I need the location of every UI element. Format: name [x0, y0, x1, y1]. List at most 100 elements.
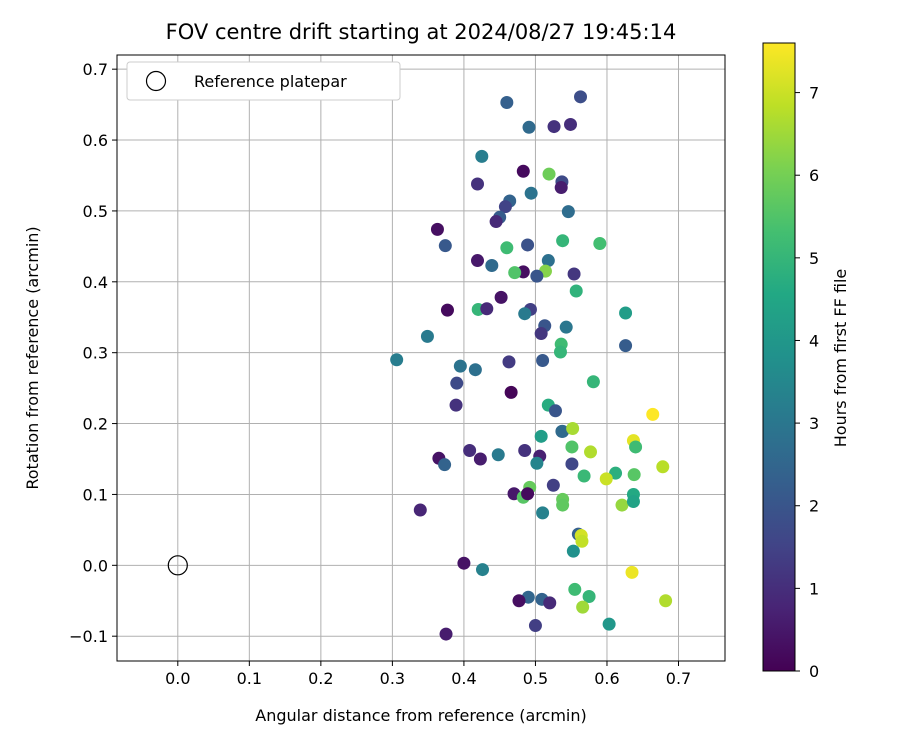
data-point [450, 376, 464, 390]
colorbar-tick-label: 1 [809, 579, 819, 598]
x-tick-label: 0.0 [165, 669, 190, 688]
y-tick-label: 0.7 [83, 60, 108, 79]
data-point [656, 460, 670, 474]
data-point [491, 448, 505, 462]
data-point [508, 266, 522, 280]
y-tick-label: 0.0 [83, 556, 108, 575]
data-point [471, 254, 485, 268]
colorbar-tick-label: 4 [809, 331, 819, 350]
data-point [599, 472, 613, 486]
data-point [619, 306, 633, 320]
legend-box [126, 61, 401, 101]
data-point [566, 544, 580, 558]
data-point [546, 478, 560, 492]
data-point [420, 329, 434, 343]
data-point [629, 440, 643, 454]
x-axis-ticks: 0.0 0.1 0.2 0.3 0.4 0.5 0.6 0.7 [165, 661, 691, 688]
data-point [547, 120, 561, 134]
x-tick-label: 0.2 [308, 669, 333, 688]
data-point [518, 307, 532, 321]
colorbar-tick-label: 7 [809, 84, 819, 103]
data-point [574, 90, 588, 104]
x-tick-label: 0.6 [594, 669, 619, 688]
data-point [536, 353, 550, 367]
data-point [504, 385, 518, 399]
data-point [625, 565, 639, 579]
data-point [449, 398, 463, 412]
data-point [568, 582, 582, 596]
data-point [556, 424, 570, 438]
data-point [536, 506, 550, 520]
colorbar-tick-label: 5 [809, 249, 819, 268]
data-point [565, 457, 579, 471]
data-point [556, 234, 570, 248]
data-point [646, 407, 660, 421]
data-point [584, 445, 598, 459]
data-point [528, 619, 542, 633]
data-point [475, 149, 489, 163]
x-tick-label: 0.7 [666, 669, 691, 688]
x-axis-label: Angular distance from reference (arcmin) [255, 706, 586, 725]
data-point [500, 241, 514, 255]
data-point [534, 327, 548, 341]
reference-point [167, 555, 188, 576]
y-tick-label: 0.1 [83, 485, 108, 504]
x-tick-label: 0.1 [237, 669, 262, 688]
data-point [543, 596, 557, 610]
y-tick-label: 0.2 [83, 415, 108, 434]
legend-marker [145, 70, 167, 92]
data-point [480, 302, 494, 316]
data-point [522, 120, 536, 134]
grid-lines [117, 55, 725, 661]
data-point [602, 617, 616, 631]
data-point [430, 222, 444, 236]
data-point [476, 563, 490, 577]
data-point [541, 254, 555, 268]
data-point [619, 339, 633, 353]
data-point [502, 355, 516, 369]
colorbar [762, 42, 796, 672]
x-tick-label: 0.3 [380, 669, 405, 688]
legend-label: Reference platepar [194, 72, 347, 91]
x-tick-label: 0.5 [523, 669, 548, 688]
data-point [626, 495, 640, 509]
y-tick-label: 0.6 [83, 131, 108, 150]
data-point [559, 320, 573, 334]
y-tick-label: −0.1 [69, 627, 108, 646]
data-point [468, 363, 482, 377]
plot-frame [116, 54, 726, 662]
data-point [577, 469, 591, 483]
data-point [390, 353, 404, 367]
colorbar-tick-label: 0 [809, 662, 819, 681]
data-point [438, 458, 452, 472]
data-point [457, 556, 471, 570]
data-point [567, 267, 581, 281]
data-point [609, 466, 623, 480]
data-point [565, 440, 579, 454]
data-point [548, 404, 562, 418]
data-point [542, 167, 556, 181]
y-tick-label: 0.5 [83, 202, 108, 221]
data-point [554, 181, 568, 195]
x-tick-label: 0.4 [451, 669, 476, 688]
data-point [659, 594, 673, 608]
data-point [582, 590, 596, 604]
colorbar-ticks: 0 1 2 3 4 5 6 7 [795, 84, 819, 681]
data-point [500, 95, 514, 109]
data-point [463, 443, 477, 457]
data-points [390, 90, 673, 641]
data-point [627, 468, 641, 482]
data-point [556, 498, 570, 512]
colorbar-tick-label: 3 [809, 414, 819, 433]
data-point [615, 498, 629, 512]
legend: Reference platepar [126, 61, 401, 101]
data-point [498, 200, 512, 214]
data-point [563, 117, 577, 131]
data-point [553, 345, 567, 359]
data-point [575, 534, 589, 548]
y-tick-label: 0.4 [83, 273, 108, 292]
reference-platepar-marker [167, 555, 188, 576]
data-point [440, 303, 454, 317]
